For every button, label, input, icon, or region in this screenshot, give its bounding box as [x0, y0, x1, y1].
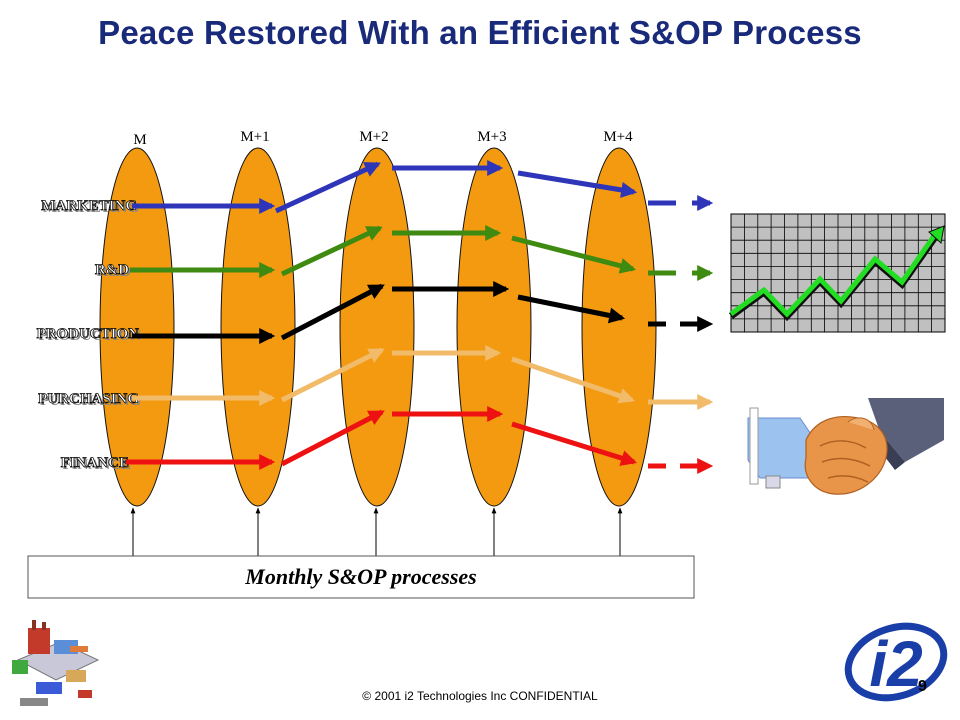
handshake-illustration [747, 398, 944, 495]
arrow-finance-2 [280, 409, 385, 467]
month-ellipse-m2 [339, 147, 415, 507]
dept-label-shadow-finance: FINANCE [63, 457, 131, 473]
month-ellipse-m1 [220, 147, 296, 507]
month-label-m2: M+2 [359, 129, 388, 145]
arrow-production-4 [517, 294, 626, 324]
footer-copyright: © 2001 i2 Technologies Inc CONFIDENTIAL [362, 689, 598, 703]
month-ellipse-m3 [456, 147, 532, 507]
month-ellipse-m4 [581, 147, 657, 507]
process-arrows [130, 507, 623, 556]
flow-finance [126, 405, 714, 475]
dept-label-rnd: R&D [95, 262, 129, 278]
month-label-m3: M+3 [477, 129, 506, 145]
dept-label-shadow-marketing: MARKETING [43, 200, 139, 216]
dept-label-shadow-purchasing: PURCHASING [40, 393, 141, 409]
flow-rnd [130, 224, 714, 282]
process-box [27, 555, 695, 599]
arrow-finance-4 [511, 421, 638, 466]
process-label: Monthly S&OP processes [244, 564, 476, 589]
month-label-m4: M+4 [603, 129, 633, 145]
month-label-m1: M+1 [240, 129, 269, 145]
dept-label-shadow-rnd: R&D [97, 264, 131, 280]
dept-label-shadow-production: PRODUCTION [38, 328, 141, 344]
arrow-production-2 [280, 283, 385, 341]
flow-purchasing [132, 344, 714, 411]
dept-label-production: PRODUCTION [36, 326, 139, 342]
arrow-purchasing-2 [280, 347, 385, 403]
arrow-rnd-2 [280, 225, 383, 277]
month-ellipse-m [99, 147, 175, 507]
flow-production [132, 280, 714, 345]
month-label-m: M [133, 132, 146, 148]
supply-chain-illustration [12, 620, 100, 706]
growth-chart-illustration [728, 213, 946, 333]
i2-logo-text: i2 [869, 628, 922, 700]
arrow-purchasing-4 [511, 356, 636, 404]
i2-logo: i2 [844, 622, 948, 702]
dept-label-finance: FINANCE [61, 455, 129, 471]
dept-label-purchasing: PURCHASING [38, 391, 139, 407]
arrow-rnd-4 [511, 235, 637, 274]
arrow-marketing-2 [274, 161, 381, 214]
slide-title: Peace Restored With an Efficient S&OP Pr… [98, 14, 862, 51]
dept-label-marketing: MARKETING [41, 198, 137, 214]
arrow-marketing-4 [517, 170, 638, 198]
flow-marketing [132, 159, 714, 215]
page-number: 9 [918, 678, 927, 695]
